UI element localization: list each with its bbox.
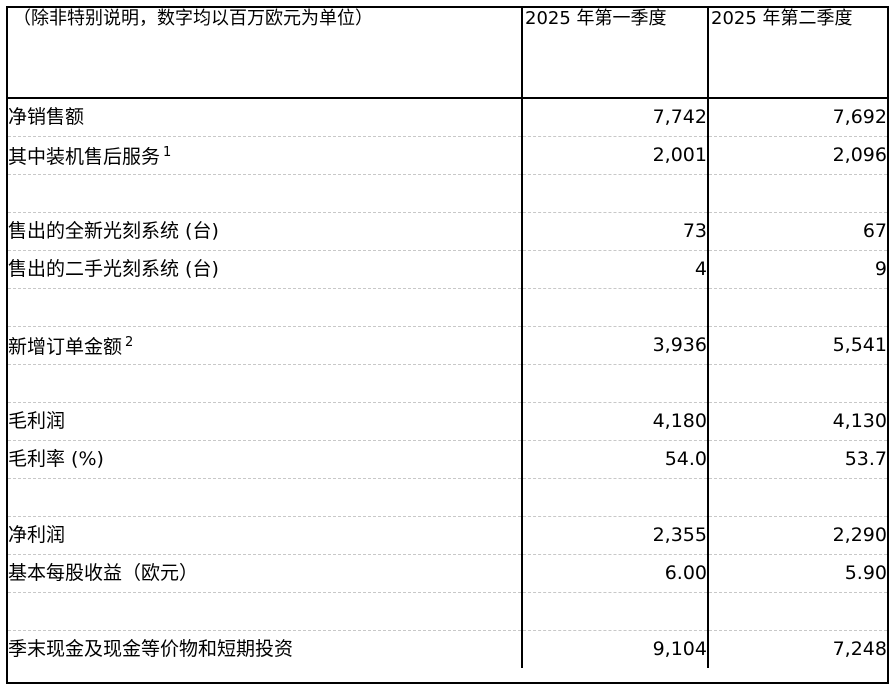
row-label-cell: 季末现金及现金等价物和短期投资 bbox=[8, 630, 522, 668]
table-row: 售出的二手光刻系统 (台) 4 9 bbox=[8, 250, 887, 289]
spacer-row bbox=[8, 592, 887, 631]
row-label-cell: 售出的二手光刻系统 (台) bbox=[8, 250, 522, 289]
q1-value: 2,355 bbox=[521, 516, 708, 555]
row-label: 基本每股收益（欧元） bbox=[8, 562, 199, 584]
table-row: 售出的全新光刻系统 (台) 73 67 bbox=[8, 212, 887, 251]
q1-value bbox=[521, 592, 708, 631]
unit-note-header: （除非特别说明，数字均以百万欧元为单位） bbox=[8, 8, 522, 99]
q2-2025-header: 2025 年第二季度 bbox=[707, 8, 887, 99]
row-label-cell bbox=[8, 478, 522, 517]
q1-value bbox=[521, 478, 708, 517]
row-label: 其中装机售后服务 bbox=[8, 146, 161, 168]
q2-value bbox=[707, 478, 887, 517]
row-label-cell: 基本每股收益（欧元） bbox=[8, 554, 522, 593]
q2-value: 4,130 bbox=[707, 402, 887, 441]
table-row: 净销售额 7,742 7,692 bbox=[8, 98, 887, 137]
q2-value: 67 bbox=[707, 212, 887, 251]
q1-value: 6.00 bbox=[521, 554, 708, 593]
q2-value bbox=[707, 364, 887, 403]
row-label-cell bbox=[8, 364, 522, 403]
footnote-marker: 2 bbox=[125, 335, 134, 350]
financial-summary-frame: （除非特别说明，数字均以百万欧元为单位） 2025 年第一季度 2025 年第二… bbox=[6, 6, 889, 684]
q2-value: 2,290 bbox=[707, 516, 887, 555]
q2-value: 9 bbox=[707, 250, 887, 289]
row-label-cell: 净销售额 bbox=[8, 98, 522, 137]
q2-value: 5,541 bbox=[707, 326, 887, 365]
row-label-cell: 其中装机售后服务 1 bbox=[8, 136, 522, 175]
table-row: 毛利率 (%) 54.0 53.7 bbox=[8, 440, 887, 479]
table-header-row: （除非特别说明，数字均以百万欧元为单位） 2025 年第一季度 2025 年第二… bbox=[8, 8, 887, 99]
q1-value: 54.0 bbox=[521, 440, 708, 479]
q1-value bbox=[521, 288, 708, 327]
spacer-row bbox=[8, 174, 887, 213]
table-row: 净利润 2,355 2,290 bbox=[8, 516, 887, 555]
q1-value bbox=[521, 364, 708, 403]
row-label: 新增订单金额 bbox=[8, 336, 123, 358]
spacer-row bbox=[8, 478, 887, 517]
q1-value: 9,104 bbox=[521, 630, 708, 668]
table-row: 其中装机售后服务 1 2,001 2,096 bbox=[8, 136, 887, 175]
row-label-cell: 净利润 bbox=[8, 516, 522, 555]
table-row: 毛利润 4,180 4,130 bbox=[8, 402, 887, 441]
q1-value: 2,001 bbox=[521, 136, 708, 175]
q1-value: 4 bbox=[521, 250, 708, 289]
row-label: 售出的全新光刻系统 (台) bbox=[8, 220, 219, 242]
q2-value: 7,248 bbox=[707, 630, 887, 668]
row-label-cell bbox=[8, 288, 522, 327]
financial-summary-table: （除非特别说明，数字均以百万欧元为单位） 2025 年第一季度 2025 年第二… bbox=[8, 8, 887, 668]
spacer-row bbox=[8, 288, 887, 327]
q1-2025-header: 2025 年第一季度 bbox=[521, 8, 708, 99]
table-row: 季末现金及现金等价物和短期投资 9,104 7,248 bbox=[8, 630, 887, 668]
row-label-cell: 售出的全新光刻系统 (台) bbox=[8, 212, 522, 251]
row-label-cell: 毛利润 bbox=[8, 402, 522, 441]
row-label: 净利润 bbox=[8, 524, 66, 546]
table-row: 基本每股收益（欧元） 6.00 5.90 bbox=[8, 554, 887, 593]
q1-value: 4,180 bbox=[521, 402, 708, 441]
q2-value: 53.7 bbox=[707, 440, 887, 479]
row-label-cell: 新增订单金额 2 bbox=[8, 326, 522, 365]
q2-value bbox=[707, 592, 887, 631]
q1-value: 7,742 bbox=[521, 98, 708, 137]
q2-value bbox=[707, 174, 887, 213]
row-label: 毛利润 bbox=[8, 410, 66, 432]
spacer-row bbox=[8, 364, 887, 403]
table-row: 新增订单金额 2 3,936 5,541 bbox=[8, 326, 887, 365]
footnote-marker: 1 bbox=[163, 145, 172, 160]
row-label-cell bbox=[8, 592, 522, 631]
q2-value bbox=[707, 288, 887, 327]
row-label-cell bbox=[8, 174, 522, 213]
row-label-cell: 毛利率 (%) bbox=[8, 440, 522, 479]
row-label: 季末现金及现金等价物和短期投资 bbox=[8, 638, 294, 661]
q2-value: 7,692 bbox=[707, 98, 887, 137]
q1-value: 73 bbox=[521, 212, 708, 251]
row-label: 毛利率 (%) bbox=[8, 448, 104, 470]
q1-value: 3,936 bbox=[521, 326, 708, 365]
q2-value: 2,096 bbox=[707, 136, 887, 175]
q1-value bbox=[521, 174, 708, 213]
row-label: 净销售额 bbox=[8, 106, 85, 129]
row-label: 售出的二手光刻系统 (台) bbox=[8, 258, 219, 280]
q2-value: 5.90 bbox=[707, 554, 887, 593]
